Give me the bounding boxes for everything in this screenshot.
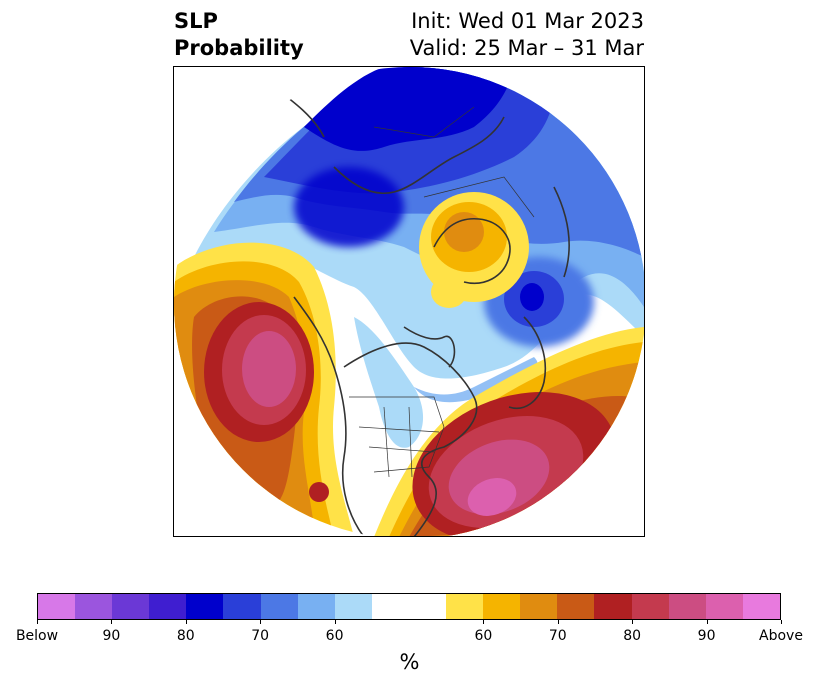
colorbar-tick-label: 80	[623, 628, 642, 644]
init-date: Init: Wed 01 Mar 2023	[411, 9, 644, 33]
title-right: Init: Wed 01 Mar 2023 Valid: 25 Mar – 31…	[410, 8, 644, 62]
colorbar-tick-label: 60	[325, 628, 344, 644]
colorbar-tickmark	[185, 620, 187, 624]
colorbar-tick-label: Above	[759, 628, 803, 644]
colorbar-tickmark	[632, 620, 634, 624]
colorbar-segment	[557, 594, 595, 619]
title-type: Probability	[174, 36, 304, 60]
borders	[349, 106, 535, 478]
colorbar-segment	[668, 594, 706, 619]
colorbar-tick-label: Below	[15, 628, 59, 644]
colorbar-segment	[75, 594, 113, 619]
colorbar-label: %	[399, 650, 420, 674]
colorbar-segment	[742, 594, 780, 619]
above-normal-asia	[419, 192, 529, 308]
colorbar-segment	[334, 594, 372, 619]
map-panel	[173, 66, 645, 537]
colorbar-segment	[446, 594, 484, 619]
colorbar-segment	[594, 594, 632, 619]
colorbar-segment	[149, 594, 187, 619]
colorbar-tickmark	[706, 620, 708, 624]
colorbar-tickmark	[781, 620, 782, 624]
colorbar-segment	[260, 594, 298, 619]
colorbar-tickmark	[37, 620, 38, 624]
colorbar-segment	[705, 594, 743, 619]
colorbar-tick-label: 60	[474, 628, 493, 644]
title-left: SLP Probability	[174, 8, 304, 62]
valid-range: Valid: 25 Mar – 31 Mar	[409, 36, 644, 60]
colorbar-segment	[186, 594, 224, 619]
colorbar-tickmark	[260, 620, 262, 624]
colorbar-segment	[371, 594, 447, 619]
colorbar-segment	[631, 594, 669, 619]
colorbar-tickmark	[557, 620, 559, 624]
polar-map	[174, 67, 644, 536]
colorbar-tick-label: 90	[697, 628, 716, 644]
colorbar-tick-label: 70	[548, 628, 567, 644]
colorbar-tickmark	[483, 620, 485, 624]
colorbar-segment	[520, 594, 558, 619]
colorbar-segment	[223, 594, 261, 619]
colorbar-segment	[38, 594, 76, 619]
colorbar-tickmark	[334, 620, 336, 624]
title-variable: SLP	[174, 9, 218, 33]
colorbar-tick-label: 90	[102, 628, 121, 644]
below-normal-region	[194, 67, 644, 448]
colorbar-tick-label: 70	[251, 628, 270, 644]
colorbar-tick-label: 80	[176, 628, 195, 644]
colorbar-segment	[112, 594, 150, 619]
colorbar-segment	[483, 594, 521, 619]
colorbar-tickmark	[111, 620, 113, 624]
colorbar	[37, 593, 781, 620]
colorbar-segment	[297, 594, 335, 619]
